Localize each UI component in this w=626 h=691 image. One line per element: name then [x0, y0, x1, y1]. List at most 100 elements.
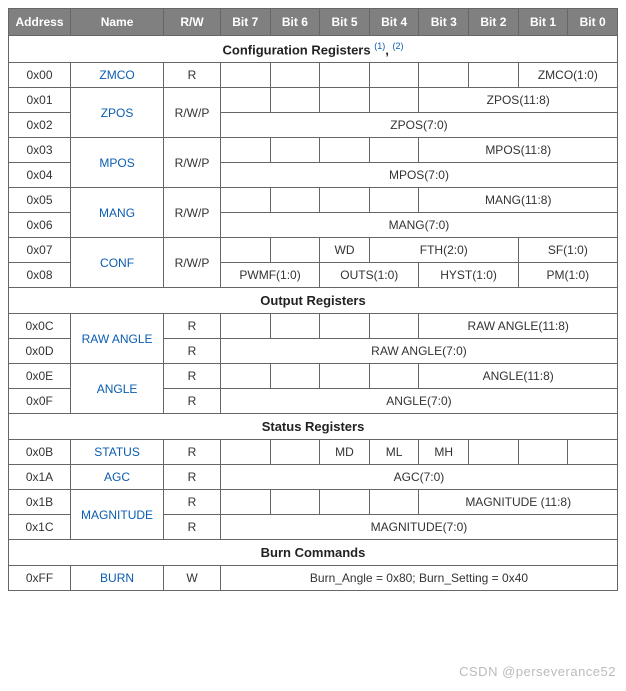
bit-cell [270, 188, 320, 213]
name-zpos[interactable]: ZPOS [71, 88, 164, 138]
bits-zpos-hi: ZPOS(11:8) [419, 88, 618, 113]
name-angle[interactable]: ANGLE [71, 364, 164, 414]
register-map-table: Address Name R/W Bit 7 Bit 6 Bit 5 Bit 4… [8, 8, 618, 591]
bits-wd: WD [320, 238, 370, 263]
name-mpos[interactable]: MPOS [71, 138, 164, 188]
bit-cell [320, 314, 370, 339]
row-raw-hi: 0x0C RAW ANGLE R RAW ANGLE(11:8) [9, 314, 618, 339]
bit-cell [469, 440, 519, 465]
header-bit0: Bit 0 [568, 9, 618, 36]
row-angle-hi: 0x0E ANGLE R ANGLE(11:8) [9, 364, 618, 389]
bit-cell [320, 138, 370, 163]
bit-cell [419, 63, 469, 88]
bit-cell [369, 138, 419, 163]
bit-cell [369, 364, 419, 389]
bit-cell [369, 490, 419, 515]
bit-cell [220, 314, 270, 339]
bits-rawangle-lo: RAW ANGLE(7:0) [220, 339, 617, 364]
header-row: Address Name R/W Bit 7 Bit 6 Bit 5 Bit 4… [9, 9, 618, 36]
bit-cell [220, 88, 270, 113]
bit-cell [220, 238, 270, 263]
section-config: Configuration Registers (1), (2) [9, 36, 618, 63]
watermark: CSDN @perseverance52 [459, 664, 616, 679]
bits-rawangle-hi: RAW ANGLE(11:8) [419, 314, 618, 339]
bit-cell [270, 88, 320, 113]
name-burn[interactable]: BURN [71, 566, 164, 591]
row-mang-hi: 0x05 MANG R/W/P MANG(11:8) [9, 188, 618, 213]
rw-cell: R [164, 490, 221, 515]
rw-cell: R/W/P [164, 88, 221, 138]
rw-cell: R [164, 389, 221, 414]
bits-angle-hi: ANGLE(11:8) [419, 364, 618, 389]
header-bit3: Bit 3 [419, 9, 469, 36]
bits-agc: AGC(7:0) [220, 465, 617, 490]
addr-cell: 0x04 [9, 163, 71, 188]
addr-cell: 0x1C [9, 515, 71, 540]
name-zmco[interactable]: ZMCO [71, 63, 164, 88]
bits-mh: MH [419, 440, 469, 465]
bits-pwmf: PWMF(1:0) [220, 263, 319, 288]
header-bit2: Bit 2 [469, 9, 519, 36]
bit-cell [270, 490, 320, 515]
bits-pm: PM(1:0) [518, 263, 617, 288]
name-status[interactable]: STATUS [71, 440, 164, 465]
bit-cell [320, 490, 370, 515]
bit-cell [220, 364, 270, 389]
rw-cell: R/W/P [164, 138, 221, 188]
row-mpos-hi: 0x03 MPOS R/W/P MPOS(11:8) [9, 138, 618, 163]
bits-sf: SF(1:0) [518, 238, 617, 263]
bit-cell [320, 63, 370, 88]
bits-mpos-lo: MPOS(7:0) [220, 163, 617, 188]
rw-cell: R [164, 314, 221, 339]
bit-cell [320, 364, 370, 389]
rw-cell: R [164, 339, 221, 364]
name-agc[interactable]: AGC [71, 465, 164, 490]
header-bit5: Bit 5 [320, 9, 370, 36]
addr-cell: 0x00 [9, 63, 71, 88]
footnote-ref-2[interactable]: (2) [392, 41, 403, 51]
bit-cell [270, 63, 320, 88]
addr-cell: 0x03 [9, 138, 71, 163]
name-magnitude[interactable]: MAGNITUDE [71, 490, 164, 540]
rw-cell: R [164, 440, 221, 465]
header-bit6: Bit 6 [270, 9, 320, 36]
bit-cell [369, 314, 419, 339]
bits-zpos-lo: ZPOS(7:0) [220, 113, 617, 138]
bits-mag-hi: MAGNITUDE (11:8) [419, 490, 618, 515]
bits-mang-hi: MANG(11:8) [419, 188, 618, 213]
addr-cell: 0x0D [9, 339, 71, 364]
bits-mag-lo: MAGNITUDE(7:0) [220, 515, 617, 540]
header-rw: R/W [164, 9, 221, 36]
bit-cell [369, 88, 419, 113]
section-status: Status Registers [9, 414, 618, 440]
name-conf[interactable]: CONF [71, 238, 164, 288]
bit-cell [270, 440, 320, 465]
rw-cell: R/W/P [164, 238, 221, 288]
addr-cell: 0x1A [9, 465, 71, 490]
section-output: Output Registers [9, 288, 618, 314]
header-name: Name [71, 9, 164, 36]
header-address: Address [9, 9, 71, 36]
addr-cell: 0x02 [9, 113, 71, 138]
bit-cell [220, 138, 270, 163]
addr-cell: 0x05 [9, 188, 71, 213]
bit-cell [270, 364, 320, 389]
bits-hyst: HYST(1:0) [419, 263, 518, 288]
bit-cell [220, 490, 270, 515]
rw-cell: R [164, 515, 221, 540]
rw-cell: R [164, 364, 221, 389]
footnote-ref-1[interactable]: (1) [374, 41, 385, 51]
addr-cell: 0x07 [9, 238, 71, 263]
rw-cell: R/W/P [164, 188, 221, 238]
name-raw-angle[interactable]: RAW ANGLE [71, 314, 164, 364]
bit-cell [220, 188, 270, 213]
bit-cell [270, 238, 320, 263]
row-status: 0x0B STATUS R MD ML MH [9, 440, 618, 465]
bit-cell [270, 314, 320, 339]
row-zpos-hi: 0x01 ZPOS R/W/P ZPOS(11:8) [9, 88, 618, 113]
row-zmco: 0x00 ZMCO R ZMCO(1:0) [9, 63, 618, 88]
bit-cell [518, 440, 568, 465]
name-mang[interactable]: MANG [71, 188, 164, 238]
section-config-title: Configuration Registers [223, 42, 371, 57]
addr-cell: 0x06 [9, 213, 71, 238]
